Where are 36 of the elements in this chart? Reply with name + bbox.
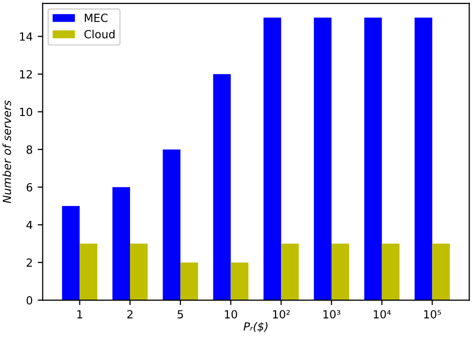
bar bbox=[382, 244, 400, 300]
y-tick-label: 0 bbox=[26, 296, 32, 305]
x-tick-label: 1 bbox=[77, 310, 82, 318]
bar bbox=[281, 244, 299, 300]
bar bbox=[432, 244, 450, 300]
bar bbox=[213, 74, 231, 300]
bar bbox=[230, 262, 248, 300]
bar bbox=[264, 18, 282, 300]
y-tick-label: 10 bbox=[20, 108, 32, 116]
y-tick-label: 2 bbox=[26, 258, 32, 267]
x-axis-title: Pᵣ($) bbox=[244, 322, 268, 332]
y-tick-label: 6 bbox=[26, 183, 32, 192]
y-tick-label: 12 bbox=[20, 70, 32, 78]
legend-label: Cloud bbox=[84, 30, 114, 38]
x-tick-label: 10⁵ bbox=[424, 310, 442, 318]
y-tick-label: 4 bbox=[26, 220, 32, 230]
x-tick-label: 5 bbox=[178, 310, 183, 318]
bar bbox=[80, 244, 98, 300]
bar bbox=[364, 18, 382, 300]
legend-label: MEC bbox=[84, 14, 108, 22]
x-tick-label: 10³ bbox=[323, 310, 340, 318]
bar bbox=[414, 18, 432, 300]
bar bbox=[314, 18, 332, 300]
bar bbox=[180, 262, 198, 300]
bar bbox=[62, 206, 80, 300]
x-tick-label: 10 bbox=[224, 310, 238, 318]
y-tick-label: 8 bbox=[26, 145, 32, 154]
x-tick-label: 10⁴ bbox=[374, 310, 391, 318]
bar bbox=[112, 187, 130, 300]
bar bbox=[162, 149, 180, 300]
x-tick-label: 10² bbox=[273, 310, 290, 318]
y-axis-title: Number of servers bbox=[2, 100, 12, 204]
y-tick-label: 14 bbox=[20, 32, 32, 41]
bar bbox=[130, 244, 148, 300]
bar bbox=[332, 244, 350, 300]
x-tick-label: 2 bbox=[127, 310, 132, 318]
